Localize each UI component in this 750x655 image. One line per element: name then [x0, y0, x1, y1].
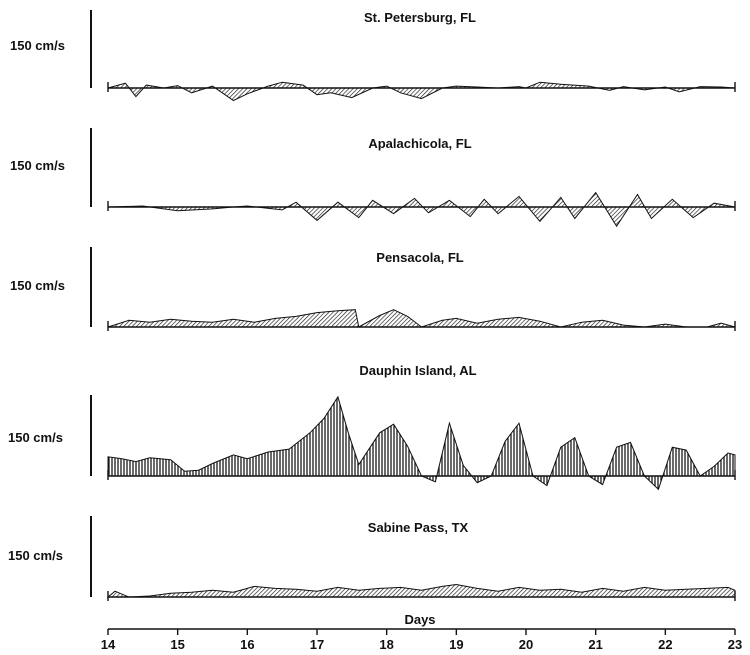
- series-area-pensacola: [107, 309, 736, 328]
- x-tick-label-15: 15: [170, 637, 184, 652]
- scale-label-st-petersburg: 150 cm/s: [10, 38, 65, 53]
- series-area-sabine-pass: [106, 583, 736, 598]
- scale-label-dauphin-island: 150 cm/s: [8, 430, 63, 445]
- panel-pensacola: [90, 247, 736, 331]
- panel-st-petersburg: [90, 10, 736, 102]
- panel-dauphin-island: [90, 395, 736, 491]
- scale-label-pensacola: 150 cm/s: [10, 278, 65, 293]
- panel-sabine-pass: [90, 516, 736, 601]
- x-tick-label-20: 20: [519, 637, 533, 652]
- x-tick-label-19: 19: [449, 637, 463, 652]
- panel-apalachicola: [90, 128, 736, 228]
- series-area-apalachicola: [107, 191, 736, 228]
- panel-title-dauphin-island: Dauphin Island, AL: [359, 363, 476, 378]
- x-tick-label-21: 21: [588, 637, 602, 652]
- panel-title-apalachicola: Apalachicola, FL: [368, 136, 471, 151]
- panel-title-pensacola: Pensacola, FL: [376, 250, 463, 265]
- x-tick-label-22: 22: [658, 637, 672, 652]
- x-tick-label-16: 16: [240, 637, 254, 652]
- series-area-st-petersburg: [107, 81, 736, 102]
- x-tick-label-18: 18: [379, 637, 393, 652]
- panel-title-st-petersburg: St. Petersburg, FL: [364, 10, 476, 25]
- scale-label-apalachicola: 150 cm/s: [10, 158, 65, 173]
- scale-label-sabine-pass: 150 cm/s: [8, 548, 63, 563]
- x-tick-label-14: 14: [101, 637, 116, 652]
- x-tick-label-17: 17: [310, 637, 324, 652]
- x-axis: 14 15 16 17 18 19 20 21 22 23: [101, 628, 742, 652]
- panel-title-sabine-pass: Sabine Pass, TX: [368, 520, 469, 535]
- panels-layer: [90, 10, 736, 601]
- x-axis-title: Days: [404, 612, 435, 627]
- x-tick-label-23: 23: [728, 637, 742, 652]
